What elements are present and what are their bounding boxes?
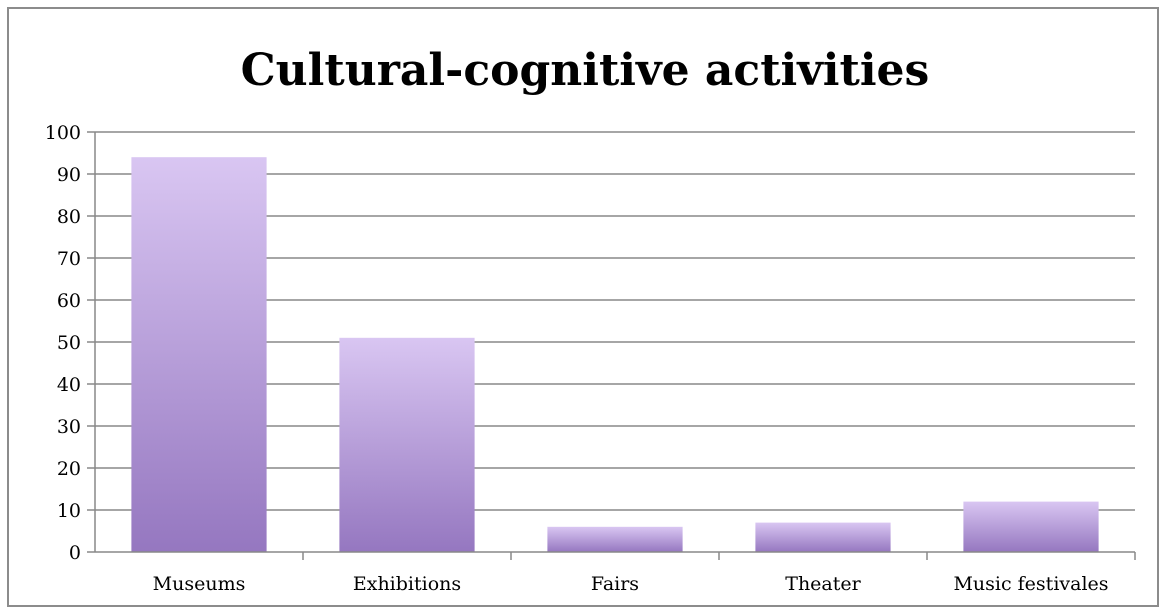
y-tick-label: 50 — [57, 332, 81, 354]
y-tick-label: 40 — [57, 374, 81, 396]
x-tick-label: Fairs — [591, 573, 639, 595]
chart-title: Cultural-cognitive activities — [240, 45, 930, 96]
x-tick-label: Music festivales — [953, 573, 1108, 595]
y-tick-label: 60 — [57, 290, 81, 312]
y-tick-label: 10 — [57, 500, 81, 522]
bar-museums — [131, 157, 267, 552]
bar-exhibitions — [339, 337, 475, 552]
y-tick-label: 100 — [45, 122, 81, 144]
bar-music-festivales — [963, 501, 1099, 552]
axes — [94, 132, 1136, 560]
bar-fairs — [547, 526, 683, 552]
y-tick-label: 0 — [69, 542, 81, 564]
y-tick-label: 90 — [57, 164, 81, 186]
y-tick-label: 70 — [57, 248, 81, 270]
x-tick-label: Museums — [153, 573, 246, 595]
y-tick-label: 20 — [57, 458, 81, 480]
y-tick-label: 30 — [57, 416, 81, 438]
grid-lines — [87, 131, 1135, 553]
bar-theater — [755, 522, 891, 552]
y-tick-labels: 0 10 20 30 40 50 60 70 80 90 100 — [45, 122, 81, 564]
x-tick-label: Theater — [785, 573, 861, 595]
x-tick-label: Exhibitions — [353, 573, 461, 595]
x-tick-labels: Museums Exhibitions Fairs Theater Music fest… — [153, 573, 1109, 595]
bars — [131, 157, 1099, 552]
y-tick-label: 80 — [57, 206, 81, 228]
